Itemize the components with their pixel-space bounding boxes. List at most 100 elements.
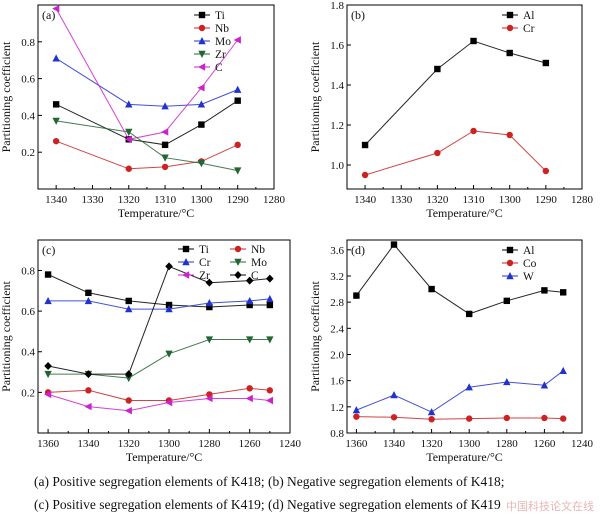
data-point-w	[352, 406, 361, 414]
data-point-c	[84, 370, 93, 379]
legend-item-cr: Cr	[502, 23, 535, 35]
data-point-nb	[85, 387, 92, 394]
data-point-ti	[125, 297, 132, 305]
series-line-mo	[55, 57, 238, 107]
data-point-c	[266, 274, 274, 283]
data-point-c	[44, 361, 52, 370]
series-line-al	[364, 40, 546, 146]
series-zr	[52, 117, 242, 175]
legend-marker-cr	[506, 24, 514, 32]
x-tick-label: 1280	[263, 194, 286, 206]
legend-marker-co	[506, 259, 514, 267]
data-point-mo	[245, 336, 254, 344]
legend-item-nb: Nb	[230, 244, 265, 256]
data-point-ti	[85, 289, 92, 297]
series-c	[52, 4, 241, 144]
data-point-c	[124, 135, 132, 144]
y-tick-label: 1.6	[330, 376, 344, 388]
legend-label: Al	[523, 245, 535, 257]
plot-frame	[346, 4, 583, 190]
x-tick-label: 1240	[571, 438, 594, 450]
x-tick-label: 1300	[190, 194, 213, 206]
data-point-c	[245, 276, 254, 285]
series-line-co	[356, 416, 564, 420]
data-point-zr	[265, 396, 274, 405]
data-point-nb	[125, 397, 132, 404]
series-line-c	[55, 8, 239, 140]
series-mo	[44, 336, 274, 383]
y-tick-label: 0.4	[21, 347, 35, 359]
data-point-cr	[434, 149, 441, 157]
y-axis-title: Partitioning coefficient	[308, 280, 322, 391]
series-ti	[44, 271, 274, 311]
x-tick-label: 1280	[571, 194, 594, 206]
y-tick-label: 0.6	[21, 306, 35, 318]
x-tick-label: 1320	[118, 438, 141, 450]
x-tick-label: 1260	[533, 438, 556, 450]
data-point-w	[390, 391, 398, 399]
legend-label: Zr	[199, 270, 210, 282]
watermark-text: 中国科技论文在线	[506, 500, 594, 513]
x-tick-label: 1290	[227, 194, 250, 206]
series-nb	[52, 137, 241, 172]
data-point-co	[560, 415, 567, 422]
plot-frame	[346, 239, 583, 434]
x-axis-title: Temperature/°C	[118, 206, 195, 220]
data-point-cr	[245, 296, 254, 305]
series-co	[353, 413, 567, 423]
x-tick-label: 1320	[426, 194, 449, 206]
data-point-co	[390, 414, 398, 421]
series-zr	[44, 390, 274, 415]
legend-label: Ti	[199, 244, 209, 256]
data-point-zr	[124, 406, 132, 415]
data-point-al	[353, 292, 360, 299]
x-tick-label: 1260	[239, 438, 262, 450]
data-point-cr	[165, 305, 173, 313]
data-point-al	[470, 37, 477, 45]
data-point-ti	[198, 121, 205, 128]
series-line-zr	[47, 393, 270, 412]
data-point-al	[390, 241, 398, 248]
data-point-zr	[44, 390, 52, 399]
legend-item-zr: Zr	[194, 49, 226, 61]
data-point-w	[427, 408, 436, 416]
legend-item-cr: Cr	[178, 257, 211, 269]
x-tick-label: 1300	[158, 438, 181, 450]
x-tick-label: 1310	[463, 194, 486, 206]
y-tick-label: 2.4	[330, 323, 344, 335]
panel-label: (d)	[351, 243, 365, 257]
y-tick-label: 1.2	[330, 120, 344, 132]
legend-marker-ti	[182, 245, 190, 253]
data-point-nb	[52, 137, 60, 145]
data-point-ti	[234, 97, 241, 104]
y-axis-title: Partitioning coefficient	[0, 280, 13, 391]
data-point-zr	[165, 398, 173, 407]
legend-item-c: C	[230, 270, 259, 282]
data-point-zr	[125, 128, 133, 136]
y-axis-title: Partitioning coefficient	[308, 41, 322, 152]
legend-marker-zr	[198, 50, 206, 58]
x-tick-label: 1360	[345, 438, 368, 450]
data-point-zr	[52, 117, 60, 125]
data-point-mo	[125, 100, 133, 108]
x-tick-label: 1340	[77, 438, 100, 450]
legend-marker-al	[506, 246, 514, 254]
data-point-w	[503, 377, 511, 386]
data-point-c	[233, 36, 241, 44]
x-tick-label: 1360	[37, 438, 60, 450]
x-tick-label: 1310	[154, 194, 177, 206]
data-point-al	[503, 297, 510, 305]
x-tick-label: 1320	[118, 194, 141, 206]
y-tick-label: 0.6	[21, 74, 35, 86]
data-point-cr	[542, 167, 550, 175]
x-tick-label: 1290	[535, 194, 558, 206]
data-point-al	[361, 141, 369, 149]
data-point-co	[503, 414, 510, 422]
plot-frame	[37, 4, 275, 190]
data-point-co	[353, 413, 360, 420]
legend-marker-mo	[234, 258, 242, 266]
series-line-zr	[56, 120, 238, 172]
legend-marker-c	[198, 63, 206, 71]
